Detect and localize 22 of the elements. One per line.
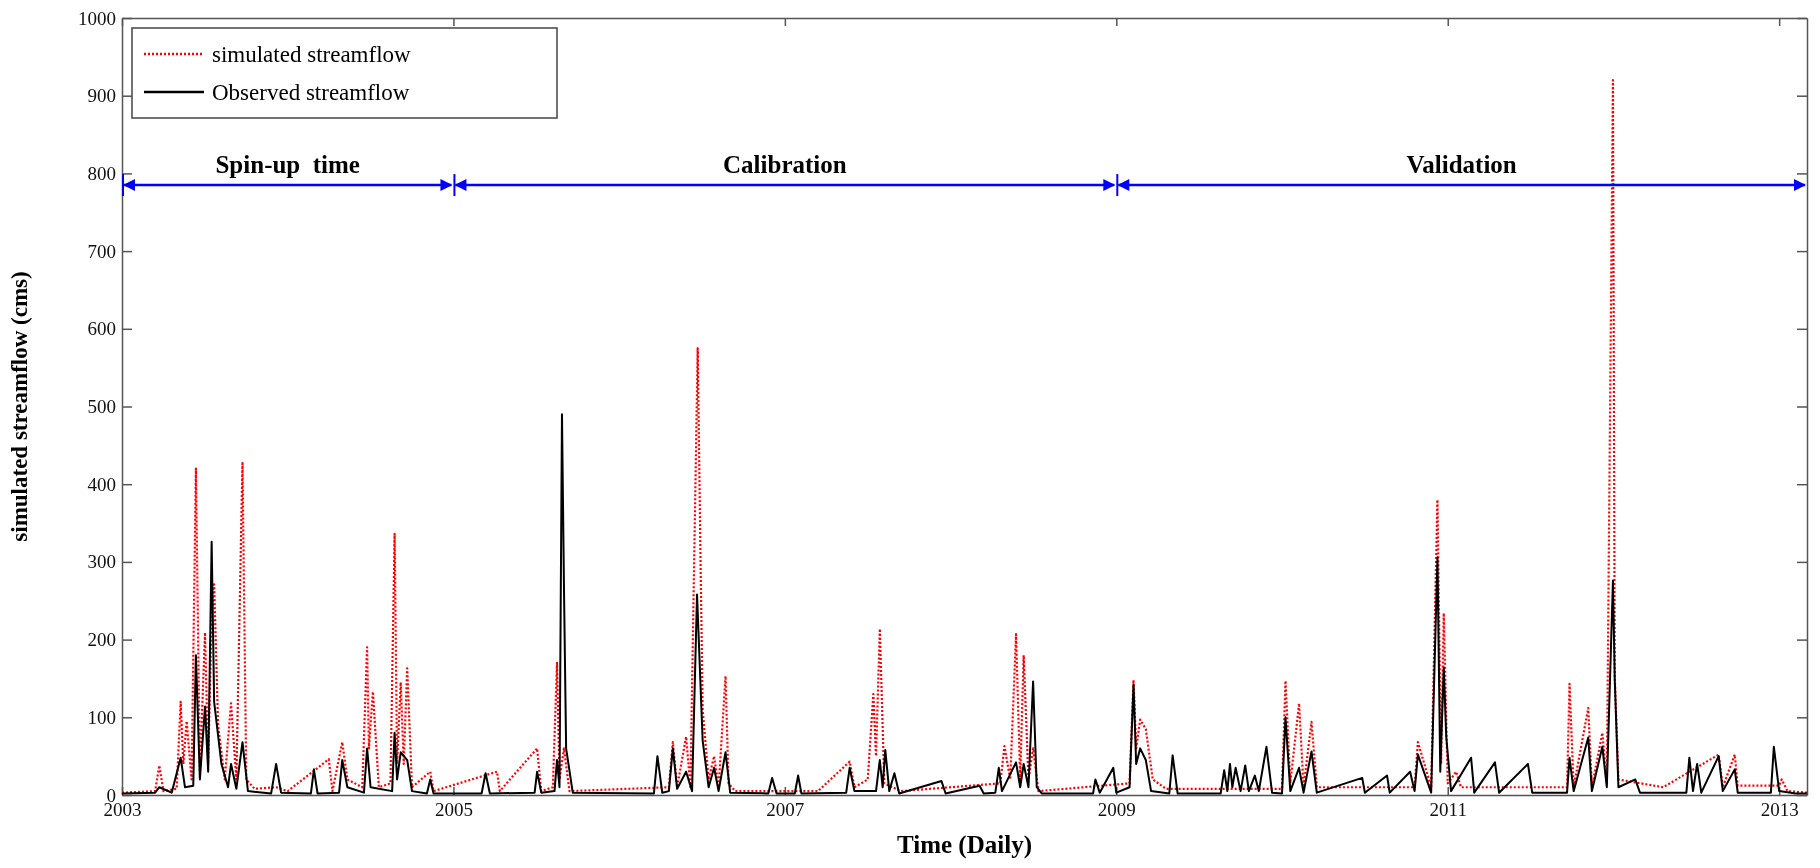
y-tick-label: 900 <box>87 85 116 107</box>
y-tick-label: 300 <box>87 551 116 573</box>
y-tick-label: 200 <box>87 629 116 651</box>
y-tick-label: 100 <box>87 706 116 728</box>
y-tick-label: 700 <box>87 240 116 262</box>
legend-label: simulated streamflow <box>212 42 412 67</box>
x-tick-label: 2011 <box>1429 799 1467 821</box>
x-axis-title: Time (Daily) <box>897 831 1032 859</box>
y-tick-label: 1000 <box>78 7 116 29</box>
y-tick-label: 400 <box>87 473 116 495</box>
y-tick-label: 800 <box>87 162 116 184</box>
legend-label: Observed streamflow <box>212 80 410 105</box>
annotation: Spin-up time <box>215 151 360 179</box>
annotation: Validation <box>1406 151 1517 179</box>
y-tick-label: 600 <box>87 318 116 340</box>
annotation: Calibration <box>723 151 847 179</box>
y-tick-label: 500 <box>87 396 116 418</box>
x-tick-label: 2013 <box>1760 799 1799 821</box>
y-axis-title: simulated streamflow (cms) <box>7 271 32 542</box>
x-tick-label: 2007 <box>766 799 805 821</box>
x-tick-label: 2005 <box>434 799 473 821</box>
x-tick-label: 2009 <box>1097 799 1136 821</box>
